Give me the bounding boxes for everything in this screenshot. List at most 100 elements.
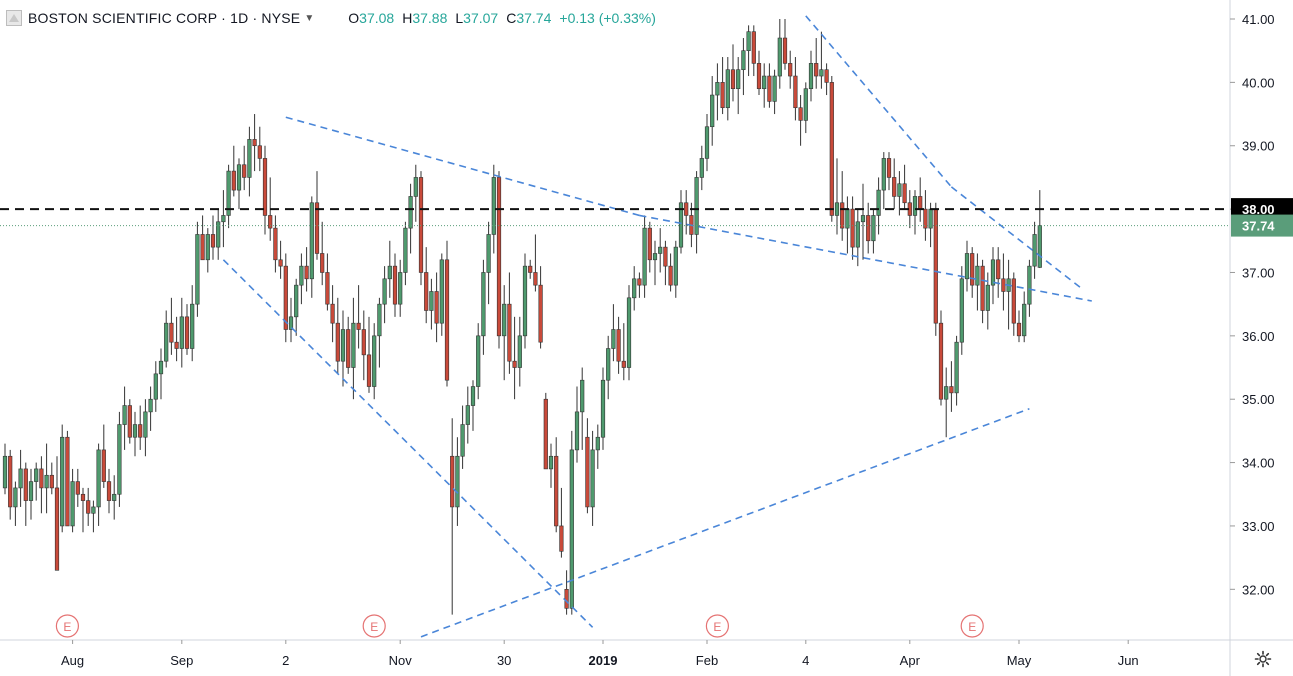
candle-body [507,303,512,362]
candle-body [834,202,840,216]
candle [418,171,424,286]
candle-body [356,322,361,330]
candle [346,316,351,374]
candle [18,449,23,507]
candle [403,221,408,286]
candle-body [1001,278,1006,292]
candle-body [44,474,49,489]
earnings-e-icon[interactable]: E [960,614,984,638]
candle-body [398,272,403,305]
separator: · [217,10,231,26]
candle-body [1016,322,1022,337]
candle-body [866,215,871,242]
candle [351,297,356,400]
candle [195,221,200,317]
candle [23,462,28,526]
chevron-down-icon[interactable]: ▼ [304,12,315,24]
candle-body [933,208,938,324]
candle [382,266,387,324]
candle-body [184,316,190,349]
candle [616,316,621,374]
candle [751,25,756,77]
candle-body [668,265,673,286]
candle [320,221,325,286]
candle [502,285,507,381]
candle [476,323,481,400]
candle [236,158,242,210]
candle-body [190,303,195,349]
earnings-e-icon[interactable]: E [362,614,386,638]
candle-body [153,373,158,400]
candle-body [413,177,418,197]
candle-body [158,360,164,375]
candle-body [678,202,684,248]
candle-body [798,107,803,121]
candle [611,304,616,362]
candle [777,19,782,89]
candle-body [1037,225,1042,268]
candle-body [585,436,590,508]
candle [902,164,907,210]
symbol-title[interactable]: BOSTON SCIENTIFIC CORP · 1D · NYSE [28,10,300,26]
candle [273,215,278,273]
candle-body [403,227,408,273]
candle-body [959,278,964,343]
candle-body [320,253,325,273]
candle [91,500,96,533]
candle-body [970,253,975,286]
candle-body [611,329,616,349]
x-tick-label: 2 [282,653,289,668]
candle-body [881,158,886,191]
candle [226,164,231,229]
candle-body [148,398,153,413]
earnings-marker-circle [362,614,386,638]
candle-body [574,411,580,451]
candle [772,69,777,115]
candle-body [777,37,782,77]
candle-body [871,215,876,242]
candle-body [855,221,860,248]
candle [528,259,533,279]
candle-body [528,265,533,273]
candle-body [143,411,148,438]
close-value: C37.74 [506,10,552,26]
earnings-e-icon[interactable]: E [705,614,730,638]
candle-body [850,208,855,248]
candle [959,266,964,355]
candle-body [288,316,294,330]
candle [179,297,184,368]
candle-body [330,303,335,324]
candle-body [538,284,543,343]
candle-body [590,449,595,508]
candle [824,63,829,96]
candle-body [944,386,949,400]
candle-body [460,424,465,457]
candle [28,468,34,520]
candle [247,126,252,197]
candle-body [91,506,96,514]
candle [710,76,715,146]
candle-body [772,75,777,102]
candle [138,405,143,450]
candle [13,481,18,526]
candle [574,386,580,463]
candle-body [252,139,257,147]
candle-body [221,215,226,223]
candle [49,462,54,495]
candle-body [522,265,528,337]
candle [725,57,730,121]
candle [496,171,502,349]
candle-body [8,455,13,508]
y-tick-label: 39.00 [1242,139,1275,154]
candle-body [564,589,569,609]
candle-body [616,329,621,362]
candle [949,361,954,412]
gear-icon[interactable] [1254,650,1272,668]
candle [1022,291,1027,343]
candle-body [138,424,143,438]
candle-body [96,449,101,508]
candle-body [28,481,34,501]
earnings-e-icon[interactable]: E [55,614,80,638]
candle [299,253,304,305]
